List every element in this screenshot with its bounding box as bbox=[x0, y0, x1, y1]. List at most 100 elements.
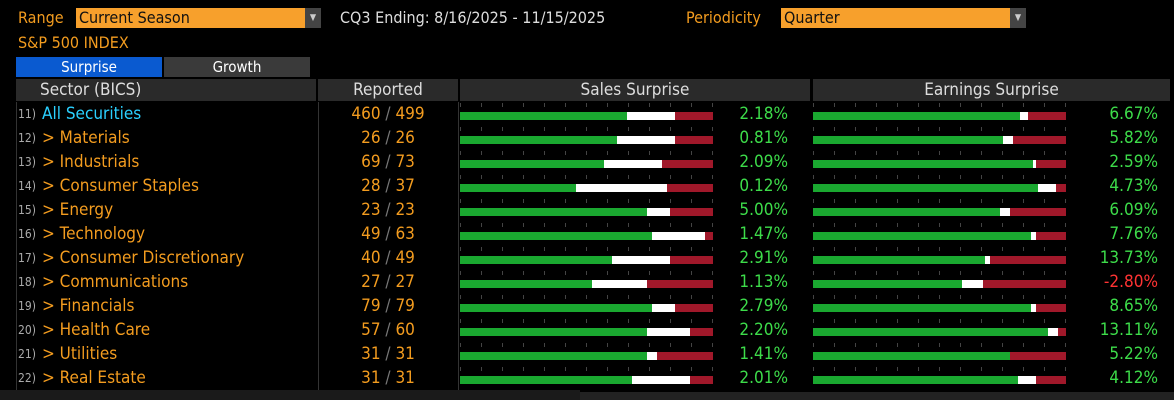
row-number[interactable]: 22) bbox=[18, 371, 36, 385]
earnings-surprise-value: 6.09% bbox=[1109, 200, 1158, 220]
sector-name[interactable]: > Financials bbox=[42, 296, 135, 316]
sales-beat-segment bbox=[460, 232, 653, 240]
row-number[interactable]: 18) bbox=[18, 275, 36, 289]
sales-miss-segment bbox=[690, 328, 713, 336]
table-row[interactable]: 12) > Materials 26 / 26 0.81% 5.82% bbox=[18, 126, 1168, 150]
sector-name[interactable]: > Materials bbox=[42, 128, 130, 148]
reported-count: 69 / 73 bbox=[361, 152, 415, 172]
sector-name[interactable]: > Real Estate bbox=[42, 368, 146, 388]
earnings-bar bbox=[813, 160, 1066, 168]
row-number[interactable]: 15) bbox=[18, 203, 36, 217]
reported-value: 27 bbox=[361, 272, 381, 292]
tab-surprise[interactable]: Surprise bbox=[16, 57, 162, 77]
reported-column-header[interactable]: Reported bbox=[318, 79, 458, 101]
sales-beat-segment bbox=[460, 280, 592, 288]
table-row[interactable]: 17) > Consumer Discretionary 40 / 49 2.9… bbox=[18, 246, 1168, 270]
reported-value: 26 bbox=[361, 128, 381, 148]
total-value: 27 bbox=[395, 272, 415, 292]
earnings-miss-segment bbox=[1012, 136, 1066, 144]
sector-name[interactable]: > Consumer Staples bbox=[42, 176, 199, 196]
row-number[interactable]: 20) bbox=[18, 323, 36, 337]
sales-surprise-column-header[interactable]: Sales Surprise bbox=[460, 79, 810, 101]
sales-inline-segment bbox=[576, 184, 668, 192]
sales-surprise-value: 5.00% bbox=[739, 200, 788, 220]
row-number[interactable]: 13) bbox=[18, 155, 36, 169]
total-value: 63 bbox=[395, 224, 415, 244]
row-number[interactable]: 16) bbox=[18, 227, 36, 241]
reported-count: 23 / 23 bbox=[361, 200, 415, 220]
row-number[interactable]: 11) bbox=[18, 107, 36, 121]
earnings-beat-segment bbox=[813, 184, 1039, 192]
periodicity-dropdown[interactable]: Quarter bbox=[781, 8, 1011, 28]
table-row[interactable]: 13) > Industrials 69 / 73 2.09% 2.59% bbox=[18, 150, 1168, 174]
earnings-surprise-value: 4.12% bbox=[1109, 368, 1158, 388]
periodicity-dropdown-arrow-icon[interactable]: ▼ bbox=[1010, 8, 1026, 28]
reported-count: 460 / 499 bbox=[351, 104, 425, 124]
sales-bar bbox=[460, 184, 713, 192]
reported-value: 40 bbox=[361, 248, 381, 268]
sales-bar bbox=[460, 136, 713, 144]
table-row[interactable]: 20) > Health Care 57 / 60 2.20% 13.11% bbox=[18, 318, 1168, 342]
sales-surprise-value: 2.18% bbox=[739, 104, 788, 124]
earnings-surprise-value: 5.82% bbox=[1109, 128, 1158, 148]
sector-name[interactable]: > Health Care bbox=[42, 320, 151, 340]
earnings-miss-segment bbox=[990, 256, 1066, 264]
table-row[interactable]: 11) All Securities 460 / 499 2.18% 6.67% bbox=[18, 102, 1168, 126]
sales-beat-segment bbox=[460, 304, 653, 312]
earnings-bar bbox=[813, 136, 1066, 144]
earnings-miss-segment bbox=[1035, 376, 1066, 384]
total-value: 73 bbox=[395, 152, 415, 172]
earnings-inline-segment bbox=[1038, 184, 1056, 192]
sales-inline-segment bbox=[604, 160, 663, 168]
row-number[interactable]: 17) bbox=[18, 251, 36, 265]
sales-inline-segment bbox=[647, 328, 691, 336]
sector-name[interactable]: > Communications bbox=[42, 272, 189, 292]
table-row[interactable]: 21) > Utilities 31 / 31 1.41% 5.22% bbox=[18, 342, 1168, 366]
sector-name[interactable]: > Consumer Discretionary bbox=[42, 248, 245, 268]
index-title: S&P 500 INDEX bbox=[18, 33, 129, 52]
table-row[interactable]: 15) > Energy 23 / 23 5.00% 6.09% bbox=[18, 198, 1168, 222]
earnings-surprise-value: 4.73% bbox=[1109, 176, 1158, 196]
sector-name[interactable]: All Securities bbox=[42, 104, 142, 124]
earnings-surprise-value: 13.11% bbox=[1099, 320, 1158, 340]
sales-surprise-value: 1.13% bbox=[739, 272, 788, 292]
earnings-bar bbox=[813, 112, 1066, 120]
row-number[interactable]: 12) bbox=[18, 131, 36, 145]
earnings-miss-segment bbox=[1055, 184, 1066, 192]
row-number[interactable]: 21) bbox=[18, 347, 36, 361]
reported-value: 23 bbox=[361, 200, 381, 220]
table-row[interactable]: 18) > Communications 27 / 27 1.13% -2.80… bbox=[18, 270, 1168, 294]
sales-miss-segment bbox=[647, 280, 713, 288]
sector-name[interactable]: > Energy bbox=[42, 200, 114, 220]
periodicity-label: Periodicity bbox=[686, 8, 761, 27]
earnings-surprise-column-header[interactable]: Earnings Surprise bbox=[813, 79, 1170, 101]
earnings-miss-segment bbox=[1035, 160, 1066, 168]
earnings-miss-segment bbox=[1058, 328, 1066, 336]
table-row[interactable]: 14) > Consumer Staples 28 / 37 0.12% 4.7… bbox=[18, 174, 1168, 198]
sales-miss-segment bbox=[669, 208, 713, 216]
reported-count: 31 / 31 bbox=[361, 368, 415, 388]
sales-miss-segment bbox=[662, 160, 713, 168]
sector-name[interactable]: > Industrials bbox=[42, 152, 140, 172]
sector-column-header[interactable]: Sector (BICS) bbox=[16, 79, 316, 101]
sector-name[interactable]: > Utilities bbox=[42, 344, 118, 364]
sales-miss-segment bbox=[675, 136, 713, 144]
total-value: 31 bbox=[395, 368, 415, 388]
tab-growth[interactable]: Growth bbox=[164, 57, 310, 77]
range-dropdown[interactable]: Current Season bbox=[76, 8, 306, 28]
sales-inline-segment bbox=[647, 352, 658, 360]
table-row[interactable]: 19) > Financials 79 / 79 2.79% 8.65% bbox=[18, 294, 1168, 318]
table-row[interactable]: 16) > Technology 49 / 63 1.47% 7.76% bbox=[18, 222, 1168, 246]
row-number[interactable]: 19) bbox=[18, 299, 36, 313]
sector-name[interactable]: > Technology bbox=[42, 224, 146, 244]
range-dropdown-arrow-icon[interactable]: ▼ bbox=[305, 8, 321, 28]
earnings-inline-segment bbox=[1000, 208, 1011, 216]
total-value: 60 bbox=[395, 320, 415, 340]
table-row[interactable]: 22) > Real Estate 31 / 31 2.01% 4.12% bbox=[18, 366, 1168, 390]
earnings-bar bbox=[813, 184, 1066, 192]
sales-beat-segment bbox=[460, 256, 612, 264]
sales-bar bbox=[460, 328, 713, 336]
earnings-surprise-value: 5.22% bbox=[1109, 344, 1158, 364]
row-number[interactable]: 14) bbox=[18, 179, 36, 193]
sales-inline-segment bbox=[647, 208, 670, 216]
